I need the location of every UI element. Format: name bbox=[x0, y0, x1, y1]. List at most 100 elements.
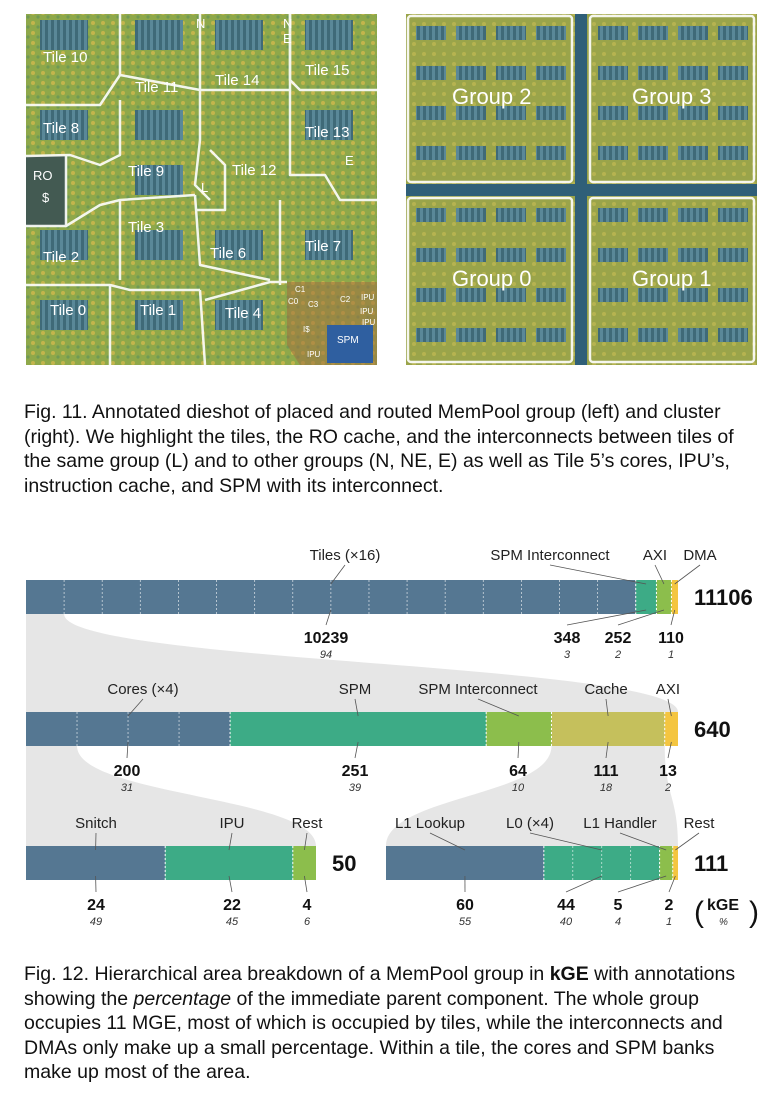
leader-line bbox=[670, 609, 676, 626]
sram-block bbox=[416, 208, 446, 222]
interconnect-marker: N bbox=[196, 16, 205, 31]
group-tile-label: Tile 8 bbox=[43, 120, 79, 137]
bar-total-label: 640 bbox=[694, 717, 731, 742]
leader-line bbox=[549, 564, 647, 585]
sram-block bbox=[536, 288, 566, 302]
cluster-group-label: Group 0 bbox=[452, 266, 532, 291]
segment-value-label: 22 bbox=[223, 897, 241, 914]
leader-line bbox=[304, 832, 308, 851]
segment-percent-label: 18 bbox=[600, 782, 613, 794]
bar-total-label: 11106 bbox=[694, 585, 753, 610]
group-tile-label: Tile 4 bbox=[225, 305, 261, 322]
sram-block bbox=[135, 165, 183, 195]
tile5-part-label: C3 bbox=[308, 300, 319, 309]
tile5-part-label: C1 bbox=[295, 285, 306, 294]
sram-block bbox=[416, 66, 446, 80]
segment-name-label: L1 Handler bbox=[583, 815, 656, 832]
stacked-bars bbox=[26, 580, 678, 880]
sram-block bbox=[536, 208, 566, 222]
segment-value-label: 4 bbox=[303, 897, 312, 914]
interconnect-marker: L bbox=[201, 180, 208, 195]
bar-segment bbox=[26, 846, 166, 880]
segment-percent-label: 4 bbox=[615, 916, 621, 928]
bar-segment bbox=[664, 712, 678, 746]
segment-percent-label: 40 bbox=[560, 916, 573, 928]
leader-line bbox=[354, 741, 359, 759]
segment-name-label: Snitch bbox=[75, 815, 117, 832]
segment-name-label: Cache bbox=[584, 681, 627, 698]
sram-block bbox=[305, 230, 353, 260]
sram-block bbox=[496, 248, 526, 262]
segment-value-label: 111 bbox=[594, 763, 619, 780]
leader-line bbox=[228, 875, 233, 893]
group-tile-label: Tile 13 bbox=[305, 124, 349, 141]
sram-block bbox=[536, 328, 566, 342]
sram-block bbox=[496, 26, 526, 40]
segment-percent-label: 1 bbox=[666, 916, 672, 928]
sram-block bbox=[416, 106, 446, 120]
segment-value-label: 60 bbox=[456, 897, 474, 914]
sram-block bbox=[40, 110, 88, 140]
bar-total-label: 50 bbox=[332, 851, 356, 876]
tile5-part-label: C0 bbox=[288, 297, 299, 306]
sram-block bbox=[678, 248, 708, 262]
sram-block bbox=[456, 248, 486, 262]
sram-block bbox=[536, 248, 566, 262]
sram-block bbox=[456, 208, 486, 222]
leader-line bbox=[127, 698, 144, 717]
sram-block bbox=[416, 248, 446, 262]
segment-value-label: 24 bbox=[87, 897, 105, 914]
bar-segment bbox=[551, 712, 665, 746]
sram-block bbox=[416, 146, 446, 160]
group-tile-label: Tile 1 bbox=[140, 302, 176, 319]
group-tile-label: Tile 7 bbox=[305, 238, 341, 255]
tile5-part-label: IPU bbox=[307, 350, 321, 359]
sram-block bbox=[638, 248, 668, 262]
leader-line bbox=[668, 875, 676, 893]
sram-block bbox=[135, 20, 183, 50]
segment-percent-label: 45 bbox=[226, 916, 239, 928]
sram-block bbox=[638, 106, 668, 120]
leader-line bbox=[325, 609, 332, 626]
sram-block bbox=[456, 66, 486, 80]
tile5-part-label: IPU bbox=[361, 293, 375, 302]
bar-segment bbox=[292, 846, 316, 880]
sram-block bbox=[215, 300, 263, 330]
sram-block bbox=[678, 328, 708, 342]
leader-line bbox=[667, 698, 672, 717]
leader-line bbox=[674, 564, 701, 585]
segment-value-label: 251 bbox=[342, 763, 369, 780]
sram-block bbox=[456, 26, 486, 40]
hierarchy-funnels bbox=[26, 614, 678, 846]
segment-name-label: L1 Lookup bbox=[395, 815, 465, 832]
sram-block bbox=[456, 288, 486, 302]
sram-block bbox=[598, 208, 628, 222]
bar-segment bbox=[486, 712, 552, 746]
cluster-sram-blocks bbox=[416, 26, 748, 342]
group-tile-label: Tile 3 bbox=[128, 219, 164, 236]
leader-line bbox=[529, 832, 602, 851]
sram-block bbox=[456, 146, 486, 160]
segment-name-label: L0 (×4) bbox=[506, 815, 554, 832]
segment-name-label: Tiles (×16) bbox=[310, 547, 381, 564]
sram-block bbox=[718, 66, 748, 80]
group-sram-blocks bbox=[40, 20, 353, 330]
interconnect-marker: E bbox=[345, 153, 354, 168]
bar-segment bbox=[386, 846, 544, 880]
sram-block bbox=[40, 20, 88, 50]
sram-block bbox=[416, 328, 446, 342]
sram-block bbox=[305, 20, 353, 50]
sram-block bbox=[638, 66, 668, 80]
sram-block bbox=[135, 230, 183, 260]
sram-block bbox=[678, 146, 708, 160]
group-tile-label: Tile 10 bbox=[43, 49, 87, 66]
leader-line bbox=[228, 832, 233, 851]
sram-block bbox=[638, 288, 668, 302]
sram-block bbox=[718, 26, 748, 40]
unit-bracket: ( bbox=[694, 896, 704, 929]
caption-percentage-italic: percentage bbox=[133, 987, 232, 1010]
sram-block bbox=[598, 106, 628, 120]
cluster-dieshot: Group 2 Group 3 Group 0 Group 1 bbox=[406, 14, 757, 365]
